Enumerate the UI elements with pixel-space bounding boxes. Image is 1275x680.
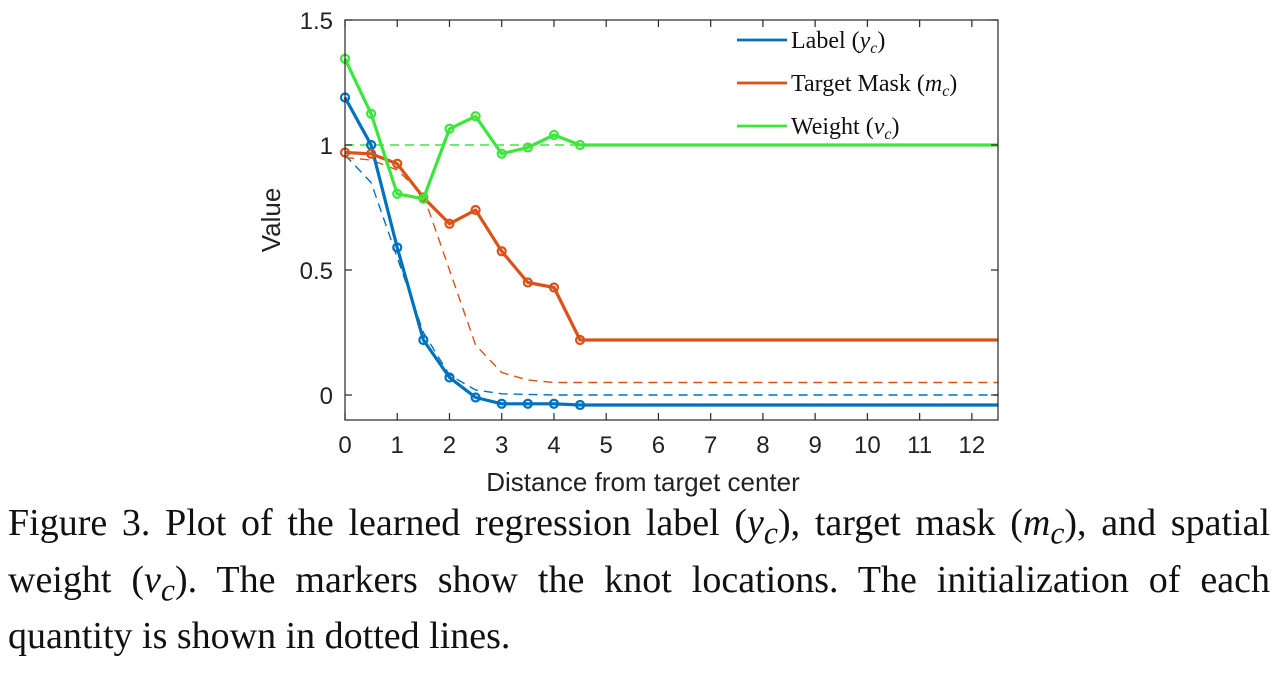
knot-marker (470, 111, 481, 122)
x-tick-label: 1 (391, 432, 404, 459)
x-tick-label: 6 (652, 432, 665, 459)
knot-marker (522, 142, 533, 153)
knot-marker (392, 158, 403, 169)
x-tick-label: 7 (704, 432, 717, 459)
x-tick-label: 4 (547, 432, 560, 459)
caption-mid-2: ), and spatial weight ( (8, 502, 1270, 601)
knot-marker (366, 148, 377, 159)
init-line-4 (344, 156, 998, 384)
knot-marker (444, 372, 455, 383)
caption-prefix: Figure 3. Plot of the learned regression… (8, 502, 748, 544)
caption-sym-3: v (144, 558, 161, 601)
x-tick-label: 12 (959, 432, 986, 459)
x-tick-label: 10 (854, 432, 881, 459)
legend-entry: Weight (vc) (791, 114, 899, 143)
y-tick-label: 1.5 (300, 8, 333, 35)
caption-sub-2: c (1050, 515, 1065, 551)
knot-marker (548, 129, 560, 141)
series-line-weight (343, 58, 998, 201)
init-lines (344, 144, 998, 396)
y-tick-label: 0.5 (300, 258, 333, 285)
legend-entry: Label (yc) (791, 28, 885, 57)
caption-sub-1: c (763, 515, 778, 551)
series-lines (339, 53, 998, 411)
knot-marker (574, 334, 586, 346)
x-tick-label: 8 (756, 432, 769, 459)
caption-sym-1: y (747, 502, 764, 544)
caption-sub-3: c (160, 572, 175, 608)
knot-marker (548, 398, 560, 409)
knot-marker (392, 242, 403, 253)
plot-frame (344, 19, 999, 421)
x-tick-label: 2 (443, 432, 456, 459)
x-tick-label: 9 (808, 432, 821, 459)
knot-marker (444, 123, 455, 134)
knot-marker (418, 193, 429, 204)
knot-marker (366, 108, 377, 119)
knot-marker (574, 399, 586, 411)
x-tick-label: 5 (600, 432, 613, 459)
legend-entry: Target Mask (mc) (791, 71, 957, 100)
knot-marker (392, 188, 403, 199)
knot-marker (496, 398, 507, 409)
x-tick-label: 11 (907, 432, 932, 459)
legend: Label (yc) Target Mask (mc) Weight (vc) (737, 28, 957, 143)
init-line-3 (344, 154, 998, 396)
caption-mid-1: ), target mask ( (777, 502, 1023, 544)
y-axis-label: Value (256, 188, 286, 253)
y-tick-label: 1 (320, 133, 333, 160)
caption-suffix: ). The markers show the knot locations. … (8, 558, 1270, 658)
y-tick-label: 0 (320, 383, 333, 410)
x-axis-label: Distance from target center (486, 467, 800, 497)
figure-caption: Figure 3. Plot of the learned regression… (8, 500, 1270, 659)
x-tick-label: 0 (338, 432, 351, 459)
caption-sym-2: m (1022, 502, 1051, 544)
knot-marker (418, 334, 429, 346)
knot-marker (496, 246, 507, 257)
knot-marker (496, 148, 507, 159)
knot-marker (522, 398, 533, 409)
knot-marker (548, 282, 560, 293)
series-line-target-mask (344, 150, 998, 342)
x-tick-label: 3 (495, 432, 508, 459)
knot-marker (574, 139, 586, 151)
knot-marker (444, 218, 455, 229)
knot-marker (470, 204, 481, 216)
series-line-label (343, 96, 998, 407)
knot-marker (470, 392, 481, 403)
knot-marker (522, 277, 533, 288)
